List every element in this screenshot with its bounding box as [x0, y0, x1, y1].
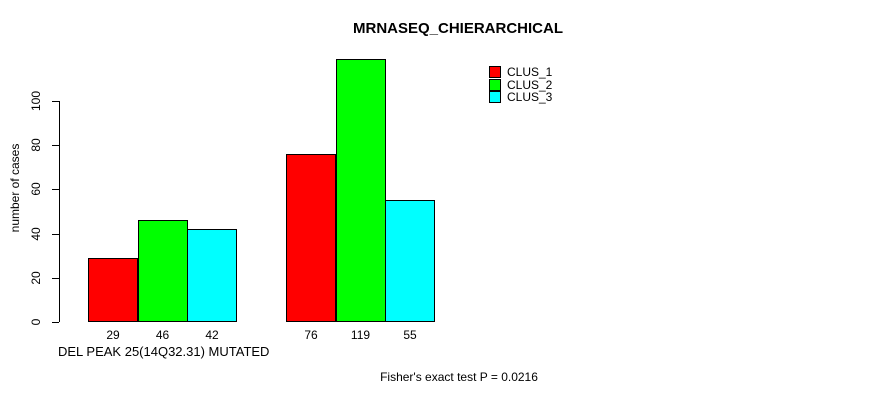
- bar: [137, 220, 188, 322]
- y-tick-label: 80: [29, 138, 43, 152]
- bar: [187, 229, 237, 322]
- y-tick-label: 100: [29, 90, 43, 112]
- y-tick-label: 0: [29, 318, 43, 326]
- bar-value-label: 46: [155, 328, 170, 342]
- legend-label: CLUS_2: [507, 77, 553, 92]
- bar-value-label: 55: [403, 328, 417, 342]
- bar-value-label: 42: [205, 328, 219, 342]
- y-tick-mark: [52, 322, 59, 323]
- y-tick-label: 20: [29, 271, 43, 285]
- legend-item: CLUS_1: [489, 66, 552, 78]
- bar: [335, 59, 386, 322]
- bar-value-label: 29: [106, 328, 120, 342]
- y-axis-label: number of cases: [8, 143, 22, 233]
- x-axis-label: DEL PEAK 25(14Q32.31) MUTATED: [58, 344, 270, 359]
- legend-item: CLUS_2: [489, 77, 553, 92]
- bar: [286, 154, 336, 322]
- y-tick-label: 40: [29, 226, 43, 241]
- legend-swatch-clus_3: [489, 91, 501, 103]
- chart-title: MRNASEQ_CHIERARCHICAL: [352, 20, 564, 37]
- y-tick-mark: [52, 189, 59, 191]
- bar-value-label: 76: [304, 328, 318, 342]
- y-tick-mark: [52, 233, 59, 235]
- y-axis-line: [59, 101, 60, 322]
- footnote: Fisher's exact test P = 0.0216: [380, 370, 538, 384]
- y-tick-mark: [52, 277, 59, 279]
- legend-label: CLUS_3: [507, 90, 553, 104]
- y-tick-label: 60: [29, 182, 43, 197]
- y-tick-mark: [52, 101, 59, 102]
- legend-item: CLUS_3: [489, 91, 552, 103]
- legend-swatch-clus_1: [489, 66, 501, 78]
- legend-label: CLUS_1: [507, 65, 553, 79]
- y-tick-mark: [52, 145, 59, 147]
- legend-swatch-clus_2: [489, 78, 501, 91]
- bar: [88, 258, 138, 322]
- bar-value-label: 119: [350, 328, 371, 342]
- bar: [385, 200, 435, 322]
